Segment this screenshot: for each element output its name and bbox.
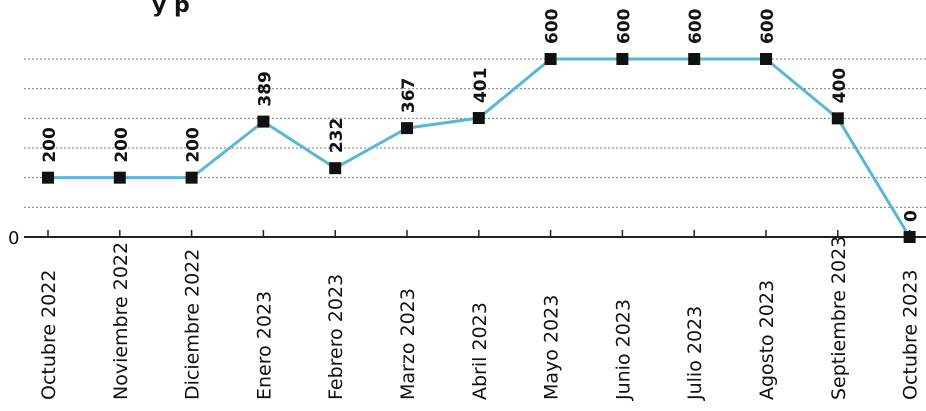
data-label: 389 xyxy=(255,71,275,107)
data-point-marker xyxy=(42,171,54,184)
data-label: 367 xyxy=(399,78,419,114)
data-point-marker xyxy=(616,53,629,65)
x-tick-label: Enero 2023 xyxy=(253,291,275,400)
x-tick-label: Junio 2023 xyxy=(612,299,634,401)
data-label: 200 xyxy=(184,127,204,163)
data-point-marker xyxy=(185,171,198,184)
x-tick-label: Octubre 2023 xyxy=(900,270,922,400)
data-point-marker xyxy=(113,171,126,184)
data-label: 232 xyxy=(327,118,347,154)
data-label: 401 xyxy=(471,68,491,104)
x-tick-label: Agosto 2023 xyxy=(756,280,778,400)
x-tick-label: Mayo 2023 xyxy=(541,295,563,400)
x-tick-label: Diciembre 2022 xyxy=(182,249,204,400)
data-label: 600 xyxy=(686,8,706,44)
x-tick-label: Noviembre 2022 xyxy=(110,242,132,400)
x-tick-label: Marzo 2023 xyxy=(397,288,419,400)
data-point-marker xyxy=(831,112,844,125)
x-ticks xyxy=(47,230,911,237)
data-label: 600 xyxy=(543,8,563,44)
data-labels: 200 200 200 389 232 367 401 600 600 600 600 400 0 xyxy=(40,8,922,222)
data-label: 200 xyxy=(112,127,132,163)
x-tick-label: Septiembre 2023 xyxy=(828,236,850,400)
data-point-marker xyxy=(329,162,342,175)
data-markers xyxy=(42,53,916,243)
x-tick-label: Abril 2023 xyxy=(469,302,491,400)
data-label: 200 xyxy=(40,127,60,163)
x-tick-label: Febrero 2023 xyxy=(325,274,347,400)
data-point-marker xyxy=(903,231,916,243)
y-zero-label: 0 xyxy=(8,228,19,249)
data-label: 0 xyxy=(902,210,922,222)
x-tick-labels: Octubre 2022 Noviembre 2022 Diciembre 2022… xyxy=(38,236,922,401)
x-tick-label: Octubre 2022 xyxy=(38,270,60,400)
chart-title-fragment: y p xyxy=(152,0,190,18)
x-tick-label: Julio 2023 xyxy=(684,306,706,401)
data-point-marker xyxy=(257,115,270,128)
data-point-marker xyxy=(401,122,413,135)
data-point-marker xyxy=(544,53,557,65)
data-point-marker xyxy=(688,53,701,65)
data-point-marker xyxy=(760,53,772,65)
data-label: 600 xyxy=(758,8,778,44)
data-label: 600 xyxy=(614,8,634,44)
data-label: 400 xyxy=(830,68,850,104)
data-point-marker xyxy=(472,112,485,125)
